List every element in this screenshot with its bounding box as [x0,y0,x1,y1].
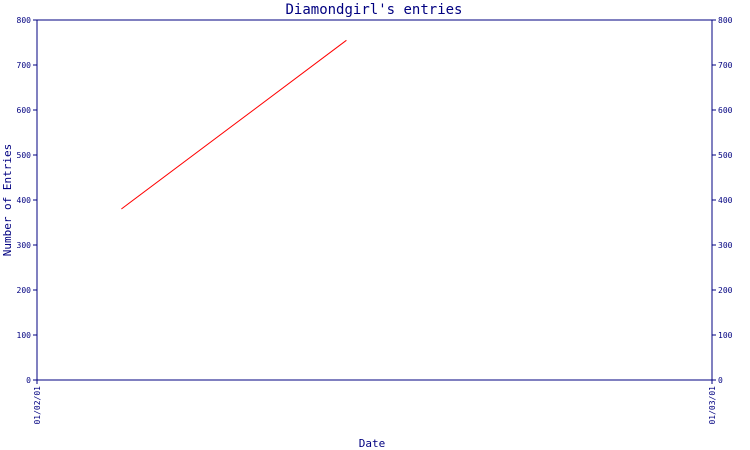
y-tick-label-right: 200 [718,286,733,295]
y-tick-label-right: 700 [718,61,733,70]
left-y-axis: 0 100 200 300 400 500 600 700 800 [17,16,37,385]
y-tick-label-right: 300 [718,241,733,250]
chart-title: Diamondgirl's entries [285,2,462,18]
y-tick-label-right: 600 [718,106,733,115]
y-tick-label-left: 0 [26,376,31,385]
y-tick-label-right: 0 [718,376,723,385]
y-tick-label-left: 600 [17,106,32,115]
series-line [121,39,347,210]
y-axis-label: Number of Entries [1,144,14,257]
y-tick-label-left: 800 [17,16,32,25]
y-tick-label-left: 700 [17,61,32,70]
y-tick-label-left: 500 [17,151,32,160]
x-tick-label: 01/02/01 [33,386,42,425]
x-tick-label: 01/03/01 [708,386,717,425]
y-tick-label-left: 200 [17,286,32,295]
x-axis: 01/02/01 01/03/01 [33,380,717,425]
y-tick-label-right: 400 [718,196,733,205]
y-tick-label-left: 100 [17,331,32,340]
x-axis-label: Date [359,437,386,450]
plot-area [36,19,713,381]
right-y-axis: 0 100 200 300 400 500 600 700 800 [712,16,733,385]
series-layer [121,39,347,210]
y-tick-label-left: 400 [17,196,32,205]
y-tick-label-right: 100 [718,331,733,340]
y-tick-label-right: 500 [718,151,733,160]
y-tick-label-left: 300 [17,241,32,250]
y-tick-label-right: 800 [718,16,733,25]
